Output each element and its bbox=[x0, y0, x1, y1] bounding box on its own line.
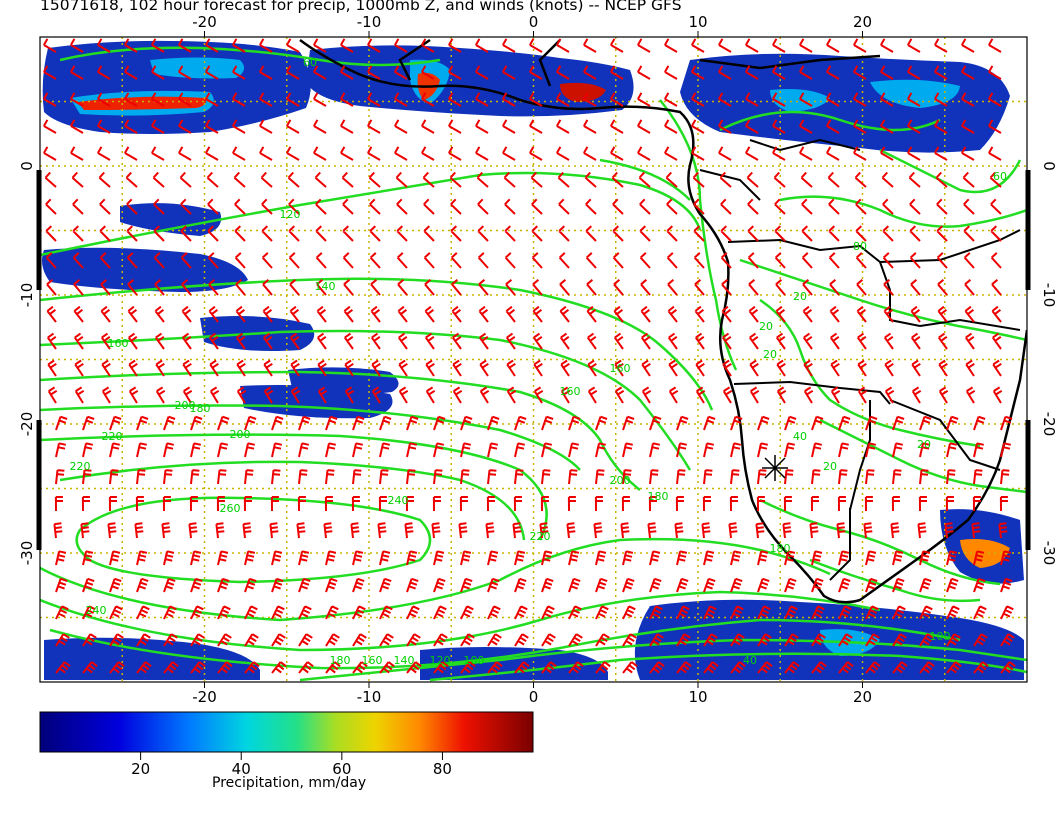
contour-label: 40 bbox=[743, 654, 757, 667]
height-contour bbox=[659, 99, 738, 371]
contour-label: 80 bbox=[853, 240, 867, 253]
contour-label: 20 bbox=[793, 290, 807, 303]
height-contour bbox=[599, 158, 691, 201]
contour-label: 180 bbox=[330, 654, 351, 667]
contour-label: 160 bbox=[108, 337, 129, 350]
contour-label: 120 bbox=[430, 654, 451, 667]
contour-label: 180 bbox=[190, 402, 211, 415]
contour-label: 220 bbox=[70, 460, 91, 473]
frame-thick-marks bbox=[36, 170, 1031, 550]
contour-label: 260 bbox=[220, 502, 241, 515]
contour-label: 220 bbox=[102, 430, 123, 443]
lon-tick-label: 0 bbox=[529, 688, 539, 706]
contour-label: 140 bbox=[394, 654, 415, 667]
contour-label: 240 bbox=[388, 494, 409, 507]
contour-label: 60 bbox=[993, 170, 1007, 183]
contour-label: 220 bbox=[530, 530, 551, 543]
height-contour bbox=[759, 498, 1001, 586]
height-contour bbox=[75, 496, 432, 584]
contour-label: 100 bbox=[930, 630, 951, 643]
colorbar bbox=[39, 711, 534, 753]
map-title: 15071618, 102 hour forecast for precip, … bbox=[40, 0, 682, 14]
lat-axis-right: 0 -10 -20 -30 bbox=[1040, 161, 1056, 565]
height-contour bbox=[59, 46, 441, 67]
height-contour bbox=[819, 418, 1027, 494]
contour-label: 200 bbox=[230, 428, 251, 441]
contour-label: 20 bbox=[823, 460, 837, 473]
lon-tick-label: -20 bbox=[192, 688, 217, 706]
lon-axis-top: -20 -10 0 10 20 bbox=[192, 13, 872, 37]
colorbar-ticks: 20 40 60 80 bbox=[131, 752, 452, 778]
colorbar-tick-label: 60 bbox=[332, 760, 351, 778]
height-contour bbox=[759, 298, 981, 448]
height-contour bbox=[809, 558, 981, 603]
height-contour bbox=[779, 195, 1027, 228]
colorbar-label: Precipitation, mm/day bbox=[212, 775, 367, 791]
lon-tick-label: 10 bbox=[688, 13, 707, 31]
lat-tick-label: -20 bbox=[1040, 412, 1056, 437]
height-contour bbox=[40, 329, 692, 471]
lat-tick-label: 0 bbox=[18, 161, 36, 171]
country-borders bbox=[699, 138, 1021, 581]
precip-layer bbox=[42, 40, 1024, 680]
colorbar-tick-label: 80 bbox=[433, 760, 452, 778]
lat-tick-label: 0 bbox=[1040, 161, 1056, 171]
contour-label: 180 bbox=[770, 542, 791, 555]
height-contour bbox=[49, 618, 961, 670]
lon-tick-label: 20 bbox=[853, 688, 872, 706]
lon-tick-label: 20 bbox=[853, 13, 872, 31]
contour-label: 180 bbox=[648, 490, 669, 503]
height-contour bbox=[40, 537, 831, 622]
precip-area-north-atlantic bbox=[42, 40, 1010, 153]
height-contour bbox=[59, 460, 526, 541]
height-contour bbox=[40, 433, 548, 541]
lat-tick-label: -20 bbox=[18, 412, 36, 437]
height-contour bbox=[40, 277, 714, 411]
lat-tick-label: -30 bbox=[1040, 541, 1056, 566]
contour-label: 160 bbox=[560, 385, 581, 398]
contour-label: 20 bbox=[759, 320, 773, 333]
contour-label: 240 bbox=[86, 604, 107, 617]
height-contours bbox=[40, 46, 1027, 682]
lat-tick-label: -30 bbox=[18, 541, 36, 566]
colorbar-tick-label: 20 bbox=[131, 760, 150, 778]
contour-label: 160 bbox=[610, 362, 631, 375]
height-contour bbox=[40, 370, 641, 491]
lon-tick-label: 10 bbox=[688, 688, 707, 706]
precip-area-southern bbox=[44, 509, 1024, 680]
contour-label: 20 bbox=[917, 438, 931, 451]
contour-label: 40 bbox=[793, 430, 807, 443]
asterisk-icon bbox=[762, 455, 788, 481]
colorbar-tick-label: 40 bbox=[232, 760, 251, 778]
contour-labels: 6012014016016016018018020020022022024024… bbox=[70, 56, 1008, 667]
contour-label: 140 bbox=[315, 280, 336, 293]
contour-label: 160 bbox=[362, 654, 383, 667]
contour-label: 100 bbox=[464, 654, 485, 667]
height-contour bbox=[40, 590, 881, 652]
lon-axis-bottom: -20 -10 0 10 20 bbox=[192, 682, 872, 706]
contour-label: 120 bbox=[280, 208, 301, 221]
height-contour bbox=[40, 171, 702, 257]
contour-label: 200 bbox=[610, 474, 631, 487]
height-contour bbox=[299, 638, 1027, 682]
height-contour bbox=[40, 404, 581, 471]
lon-tick-label: -20 bbox=[192, 13, 217, 31]
contour-label: 200 bbox=[175, 399, 196, 412]
lon-tick-label: -10 bbox=[357, 13, 382, 31]
height-contour bbox=[879, 148, 1022, 194]
wind-barbs bbox=[43, 38, 1016, 674]
height-contour bbox=[429, 652, 1027, 682]
coastlines bbox=[299, 38, 1027, 604]
lon-tick-label: 0 bbox=[529, 13, 539, 31]
lat-tick-label: -10 bbox=[18, 283, 36, 308]
lat-axis-left: 0 -10 -20 -30 bbox=[18, 161, 36, 565]
lon-tick-label: -10 bbox=[357, 688, 382, 706]
contour-label: 20 bbox=[763, 348, 777, 361]
lat-tick-label: -10 bbox=[1040, 283, 1056, 308]
contour-label: 60 bbox=[303, 56, 317, 69]
